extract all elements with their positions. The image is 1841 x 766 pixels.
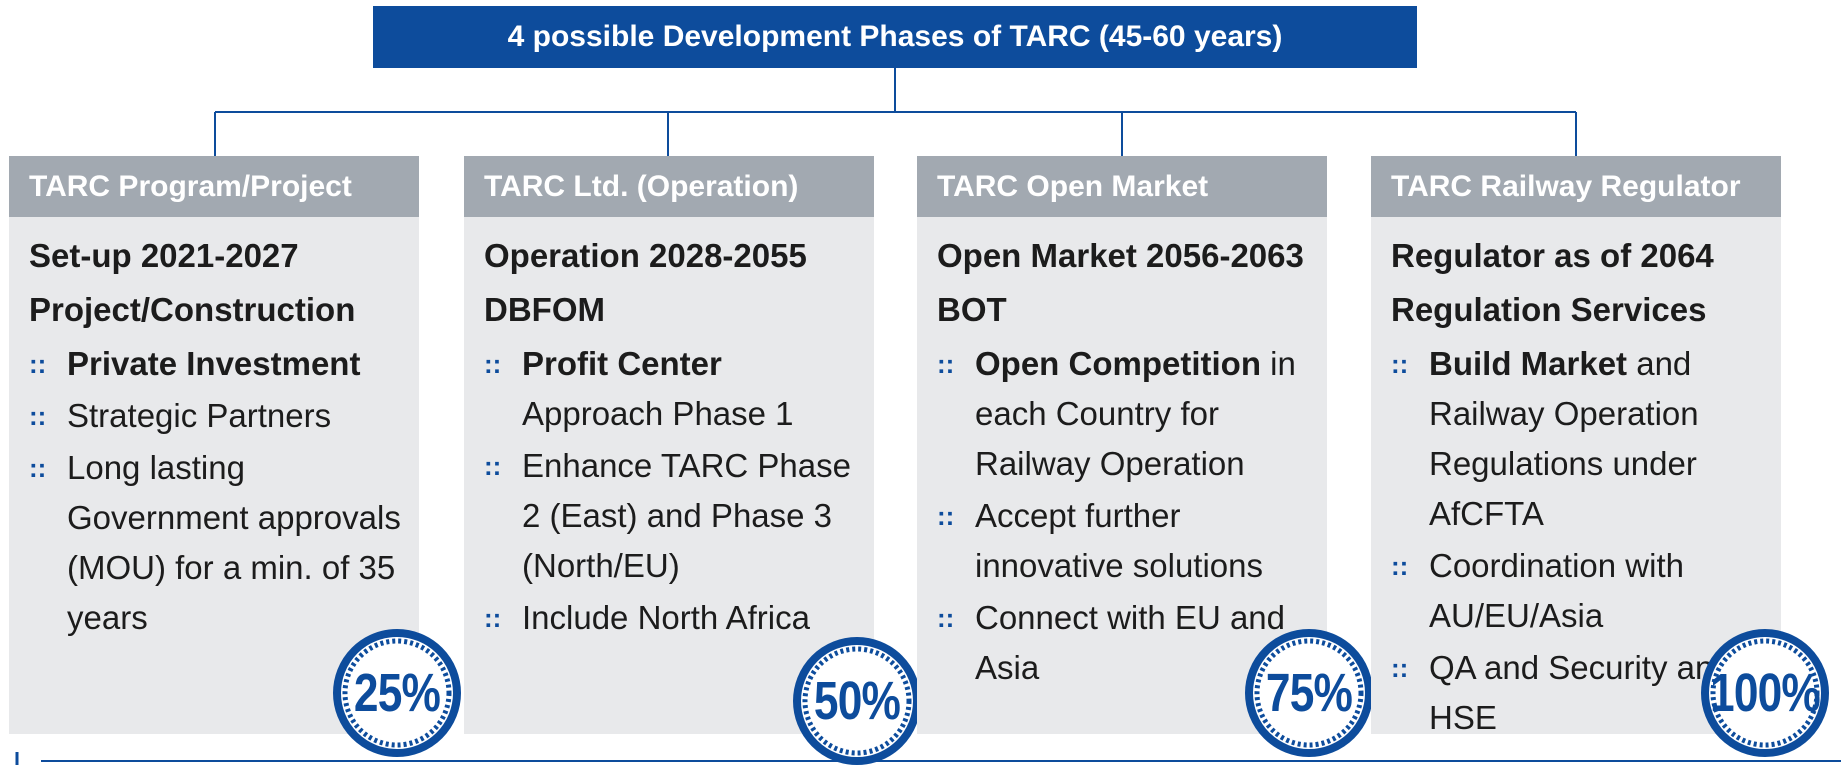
bullet-marker: ::	[937, 349, 955, 379]
phase-body: Regulator as of 2064 Regulation Services:…	[1371, 217, 1781, 743]
bullet: :: Include North Africa	[484, 593, 860, 643]
bullet: :: Open Competition in each Country for R…	[937, 339, 1313, 489]
bullet-marker: ::	[1391, 551, 1409, 581]
bullet-text: QA and Security and HSE	[1429, 649, 1732, 736]
bullet: :: Enhance TARC Phase 2 (East) and Phase …	[484, 441, 860, 591]
bullet: :: Coordination with AU/EU/Asia	[1391, 541, 1767, 641]
percent: 75%	[1265, 663, 1353, 723]
bullet-text: Accept further innovative solutions	[975, 497, 1264, 584]
bullet-marker: ::	[29, 401, 47, 431]
bullet-marker: ::	[937, 603, 955, 633]
phase-heading: Regulation Services	[1391, 291, 1707, 328]
badge-ring	[1245, 629, 1373, 757]
bullet-bold: Build Market	[1429, 345, 1628, 382]
bullet: :: Build Market and Railway Operation Reg…	[1391, 339, 1767, 539]
bullet-text: Approach Phase 1	[522, 395, 794, 432]
phase-header: TARC Ltd. (Operation)	[464, 156, 874, 217]
phase-heading: Regulator as of 2064	[1391, 237, 1714, 274]
badge-ring	[1701, 629, 1829, 757]
bullet-text: Coordination with AU/EU/Asia	[1429, 547, 1684, 634]
phase-header: TARC Program/Project	[9, 156, 419, 217]
bullet-marker: ::	[1391, 349, 1409, 379]
percent: 25%	[353, 663, 441, 723]
bullet-text: Include North Africa	[522, 599, 810, 636]
bullet: :: Private Investment	[29, 339, 405, 389]
bullet-bold: Open Competition	[975, 345, 1261, 382]
phase-header: TARC Open Market	[917, 156, 1327, 217]
bullet-text: and Railway Operation Regulations under …	[1429, 345, 1699, 532]
bullet: :: Connect with EU and Asia	[937, 593, 1313, 693]
bullet-text: Strategic Partners	[67, 397, 332, 434]
badge-ring	[333, 629, 461, 757]
bullet-marker: ::	[1391, 653, 1409, 683]
bullet-marker: ::	[484, 603, 502, 633]
phase-heading: Operation 2028-2055	[484, 237, 807, 274]
phase-card: TARC Railway Regulator Regulator as of 20…	[1371, 156, 1781, 736]
bullet-text: Enhance TARC Phase 2 (East) and Phase 3 …	[522, 447, 851, 584]
bullet-bold: Private Investment	[67, 345, 361, 382]
phase-heading: Open Market 2056-2063 BOT	[937, 237, 1304, 328]
bullet: :: Profit Center Approach Phase 1	[484, 339, 860, 439]
bullet: :: Accept further innovative solutions	[937, 491, 1313, 591]
percent-badge: 25%	[332, 628, 462, 758]
title: 4 possible Development Phases of TARC (4…	[373, 6, 1417, 68]
phase-header: TARC Railway Regulator	[1371, 156, 1781, 217]
phase-body: Open Market 2056-2063 BOT:: Open Competit…	[917, 217, 1327, 693]
percent-badge: 100%	[1700, 628, 1830, 758]
bullet-text: Connect with EU and Asia	[975, 599, 1286, 686]
bullet: :: Long lasting Government approvals (MOU…	[29, 443, 405, 643]
bullet-marker: ::	[937, 501, 955, 531]
percent-badge: 75%	[1244, 628, 1374, 758]
phase-heading: Set-up 2021-2027	[29, 237, 299, 274]
percent-badge: 50%	[792, 636, 922, 766]
percent: 50%	[813, 671, 901, 731]
phase-heading: Project/Construction	[29, 291, 356, 328]
bullet-bold: Profit Center	[522, 345, 722, 382]
percent: 100%	[1710, 663, 1821, 723]
bullet-marker: ::	[484, 451, 502, 481]
bullet-text: Long lasting Government approvals (MOU) …	[67, 449, 401, 636]
phase-card: TARC Open Market Open Market 2056-2063 BO…	[917, 156, 1327, 734]
phase-heading: DBFOM	[484, 291, 605, 328]
bullet: :: QA and Security and HSE	[1391, 643, 1767, 743]
phase-card: TARC Program/Project Set-up 2021-2027 Proj…	[9, 156, 419, 734]
bullet-marker: ::	[29, 349, 47, 379]
phase-card: TARC Ltd. (Operation) Operation 2028-2055…	[464, 156, 874, 734]
bullet-marker: ::	[29, 453, 47, 483]
bullet-marker: ::	[484, 349, 502, 379]
bullet: :: Strategic Partners	[29, 391, 405, 441]
bullet-text: in each Country for Railway Operation	[975, 345, 1296, 482]
